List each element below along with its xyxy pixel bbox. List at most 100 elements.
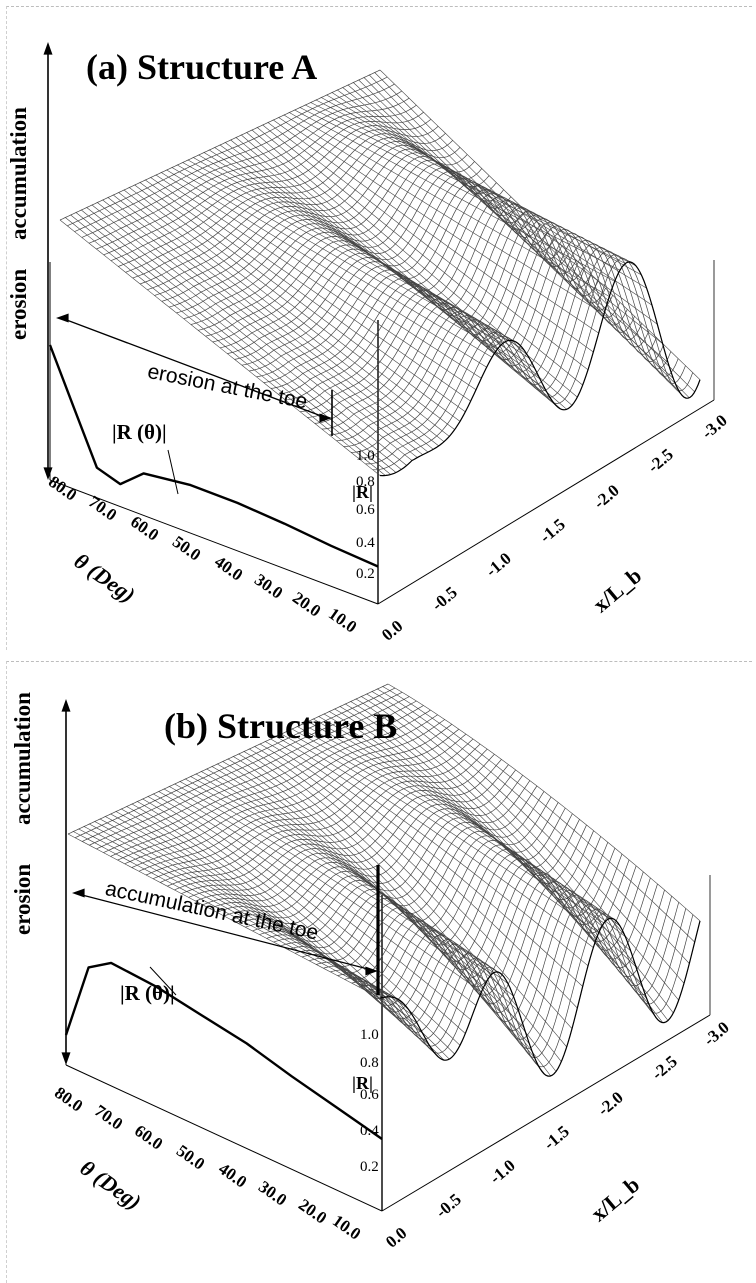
- surface-mesh-line: [249, 748, 562, 1062]
- surface-mesh-line: [323, 713, 637, 968]
- surface-mesh-line: [91, 204, 413, 461]
- surface-mesh-line: [123, 189, 445, 442]
- toe-arrow-right: [365, 966, 378, 976]
- surface-mesh-line: [88, 97, 410, 244]
- surface-mesh-line: [73, 831, 386, 998]
- surface-mesh-line: [299, 107, 621, 271]
- surface-mesh-line: [289, 112, 610, 297]
- surface-mesh-line: [321, 97, 642, 276]
- surface-mesh-line: [278, 117, 599, 334]
- surface-mesh-line: [262, 124, 583, 386]
- surface-mesh-line: [363, 77, 685, 398]
- surface-mesh-line: [169, 786, 482, 993]
- surface-mesh-line: [217, 763, 530, 1044]
- surface-mesh-line: [205, 174, 526, 337]
- theta-axis-line: [49, 479, 379, 605]
- surface-mesh-line: [238, 753, 551, 1077]
- x-axis-line: [381, 1014, 711, 1212]
- z-tick: 0.8: [360, 1055, 379, 1071]
- erosion-label: erosion: [6, 268, 31, 340]
- surface-mesh-line: [110, 813, 423, 1034]
- surface-mesh-line: [326, 94, 647, 289]
- z-axis-title: |R|: [352, 1073, 373, 1093]
- reflection-curve: [64, 961, 383, 1140]
- surface-front-edge: [379, 917, 701, 1077]
- surface-mesh-line: [283, 114, 605, 315]
- surface-mesh-line: [270, 738, 583, 987]
- surface-mesh-line: [99, 818, 413, 1015]
- surface-mesh-line: [241, 134, 562, 410]
- surface-mesh-line: [163, 788, 477, 1006]
- chart-title: (a) Structure A: [86, 47, 318, 87]
- surface-mesh-line: [307, 721, 621, 927]
- panel-structure-b: (b) Structure B accumulation erosion acc…: [0, 655, 756, 1283]
- surface-mesh-line: [131, 803, 445, 1061]
- surface-mesh-line: [142, 798, 455, 1055]
- surface-mesh-line: [382, 686, 695, 943]
- surface-mesh-line: [267, 122, 589, 371]
- z-tick: 0.2: [356, 566, 375, 582]
- surface-mesh-line: [257, 127, 578, 398]
- z-tick: 1.0: [360, 1027, 379, 1043]
- surface-mesh-line: [129, 187, 450, 437]
- surface-mesh-line: [86, 207, 407, 466]
- surface-mesh-line: [361, 696, 674, 1014]
- surface-mesh-line: [118, 192, 439, 447]
- surface-mesh-line: [198, 154, 519, 345]
- surface-mesh-line: [190, 776, 503, 976]
- surface-mesh-line: [275, 736, 589, 967]
- surface-mesh-line: [366, 693, 679, 1001]
- surface-mesh-line: [374, 72, 695, 393]
- toe-arrow-right: [319, 413, 332, 423]
- surface-mesh-line: [113, 194, 434, 450]
- surface-mesh-line: [246, 132, 567, 410]
- surface-mesh-line: [305, 104, 626, 264]
- surface-mesh-line: [153, 793, 466, 1034]
- chart-title: (b) Structure B: [164, 706, 398, 746]
- z-tick: 0.4: [356, 535, 375, 551]
- accumulation-label: accumulation: [6, 107, 31, 240]
- surface-mesh-line: [294, 109, 615, 282]
- surface-mesh-line: [103, 111, 424, 256]
- surface-plot-b: [61, 683, 711, 1212]
- surface-mesh-line: [339, 706, 653, 1012]
- surface-mesh-line: [353, 82, 674, 379]
- z-tick: 0.6: [356, 502, 375, 518]
- surface-mesh-line: [334, 708, 647, 999]
- panel-structure-a: (a) Structure A accumulation erosion ero…: [6, 6, 752, 650]
- surface-mesh-line: [81, 209, 402, 470]
- surface-mesh-line: [225, 142, 546, 390]
- surface-mesh-line: [107, 197, 429, 453]
- surface-mesh-line: [379, 69, 701, 380]
- erosion-label: erosion: [10, 863, 35, 935]
- surface-mesh-line: [309, 859, 630, 993]
- toe-arrow-left: [72, 888, 85, 898]
- reflection-curve-label: |R (θ)|: [112, 420, 167, 444]
- surface-mesh-line: [313, 718, 626, 937]
- z-tick: 0.8: [356, 474, 375, 490]
- toe-arrow-line: [83, 894, 367, 970]
- surface-mesh-line: [147, 796, 461, 1046]
- z-tick: 0.4: [360, 1123, 379, 1139]
- surface-mesh-line: [233, 756, 546, 1076]
- surface-mesh-line: [121, 808, 434, 1052]
- surface-mesh-line: [297, 726, 610, 919]
- surface-mesh-line: [281, 733, 594, 948]
- surface-mesh-line: [230, 139, 551, 399]
- surface-mesh-line: [195, 773, 509, 984]
- surface-mesh-line: [235, 137, 557, 406]
- z-axis-arrow-up: [61, 699, 71, 712]
- surface-front-edge: [379, 261, 701, 477]
- surface-mesh-line: [387, 683, 701, 922]
- surface-mesh-line: [179, 781, 493, 975]
- surface-mesh-line: [203, 152, 525, 351]
- surface-mesh-line: [105, 816, 418, 1024]
- surface-mesh-line: [139, 141, 461, 285]
- surface-mesh-line: [251, 129, 573, 406]
- surface-mesh-line: [97, 202, 418, 458]
- toe-arrow-line: [67, 319, 321, 417]
- surface-mesh-line: [150, 177, 471, 402]
- surface-mesh-line: [70, 214, 391, 475]
- surface-mesh-line: [350, 701, 663, 1023]
- theta-axis-line: [65, 1064, 383, 1212]
